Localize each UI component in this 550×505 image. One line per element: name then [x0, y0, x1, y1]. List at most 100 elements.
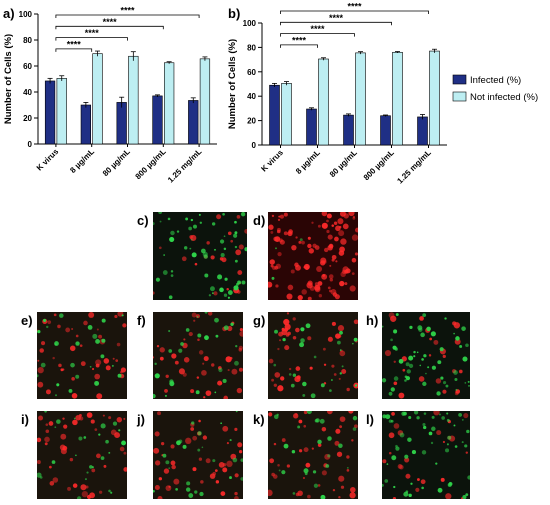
- red-cell: [99, 490, 103, 494]
- red-cell: [197, 338, 200, 342]
- red-cell: [123, 451, 127, 455]
- chart-b-ytick-label: 80: [247, 43, 256, 52]
- chart-b-ylabel: Number of Cells (%): [227, 39, 238, 129]
- red-cell: [178, 368, 186, 375]
- red-cell: [283, 318, 290, 326]
- green-cell: [440, 376, 444, 380]
- green-cell: [220, 253, 225, 258]
- red-cell: [158, 246, 162, 250]
- chart-b-ytick-label: 60: [247, 68, 256, 77]
- chart-a-ytick-label: 60: [23, 62, 32, 71]
- red-cell: [49, 465, 52, 469]
- green-cell: [196, 316, 199, 318]
- micro-label-l: l): [366, 412, 374, 427]
- green-cell: [169, 236, 175, 243]
- red-cell: [291, 244, 297, 251]
- green-cell: [282, 337, 286, 342]
- legend-label-infected: Infected (%): [470, 75, 521, 86]
- chart-b-bar-not-infected: [281, 83, 292, 146]
- green-cell: [439, 347, 444, 352]
- red-cell: [416, 478, 420, 482]
- micro-label-c: c): [137, 213, 149, 228]
- red-cell: [154, 431, 160, 437]
- green-cell: [197, 431, 202, 436]
- red-cell: [286, 293, 293, 300]
- chart-a-bar-infected: [44, 80, 56, 145]
- red-cell: [285, 333, 290, 337]
- green-cell: [214, 391, 217, 394]
- red-cell: [336, 451, 343, 457]
- red-cell: [192, 467, 197, 472]
- red-cell: [307, 236, 311, 240]
- red-cell: [114, 314, 118, 319]
- green-cell: [222, 212, 225, 216]
- green-cell: [153, 222, 155, 226]
- red-cell: [238, 367, 243, 372]
- red-cell: [272, 265, 276, 270]
- green-cell: [215, 334, 219, 338]
- green-cell: [446, 412, 449, 415]
- red-cell: [287, 231, 293, 237]
- green-cell: [54, 341, 59, 346]
- red-cell: [153, 291, 155, 295]
- red-cell: [198, 419, 201, 423]
- red-cell: [306, 282, 313, 289]
- green-cell: [406, 369, 411, 374]
- green-cell: [197, 448, 201, 452]
- green-cell: [393, 376, 399, 381]
- red-cell: [47, 320, 52, 325]
- green-cell: [408, 493, 412, 498]
- green-cell: [230, 322, 234, 326]
- green-cell: [100, 423, 106, 429]
- green-cell: [393, 485, 396, 489]
- red-cell: [328, 274, 334, 279]
- red-cell: [37, 381, 44, 388]
- red-cell: [465, 451, 468, 454]
- red-cell: [382, 459, 387, 464]
- red-cell: [219, 382, 223, 385]
- green-cell: [234, 220, 237, 224]
- green-cell: [153, 490, 155, 493]
- green-cell: [40, 362, 46, 368]
- green-cell: [276, 413, 279, 416]
- red-cell: [75, 334, 79, 338]
- green-cell: [422, 381, 427, 387]
- red-cell: [88, 312, 95, 318]
- green-cell: [222, 378, 227, 383]
- red-cell: [338, 230, 345, 237]
- chart-a-xtick-label: 1.25 mg/mL: [166, 147, 204, 185]
- red-cell: [339, 350, 346, 357]
- red-cell: [268, 281, 273, 288]
- green-cell: [384, 479, 389, 483]
- green-cell: [168, 349, 173, 353]
- micrograph-k: [268, 411, 358, 499]
- micro-label-k: k): [253, 412, 265, 427]
- chart-a-xtick-label: 80 µg/mL: [101, 147, 132, 178]
- red-cell: [171, 353, 177, 359]
- green-cell: [214, 248, 216, 251]
- green-cell: [217, 274, 223, 280]
- red-cell: [340, 238, 347, 245]
- red-cell: [273, 236, 279, 242]
- green-cell: [153, 393, 156, 399]
- red-cell: [345, 268, 351, 274]
- red-cell: [435, 378, 442, 384]
- green-cell: [421, 358, 424, 361]
- red-cell: [163, 468, 170, 474]
- green-cell: [404, 379, 407, 382]
- red-cell: [41, 341, 46, 346]
- chart-b-significance-label: ****: [310, 24, 325, 34]
- red-cell: [153, 447, 160, 454]
- chart-b-ytick-label: 40: [247, 92, 256, 101]
- red-cell: [268, 489, 273, 497]
- green-cell: [84, 478, 87, 481]
- green-cell: [445, 384, 449, 388]
- red-cell: [335, 225, 341, 232]
- panel-label-a: a): [3, 6, 15, 21]
- red-cell: [288, 367, 292, 371]
- red-cell: [49, 481, 55, 486]
- micro-label-g: g): [253, 313, 266, 328]
- red-cell: [90, 419, 95, 424]
- green-cell: [101, 318, 106, 323]
- green-cell: [229, 439, 232, 442]
